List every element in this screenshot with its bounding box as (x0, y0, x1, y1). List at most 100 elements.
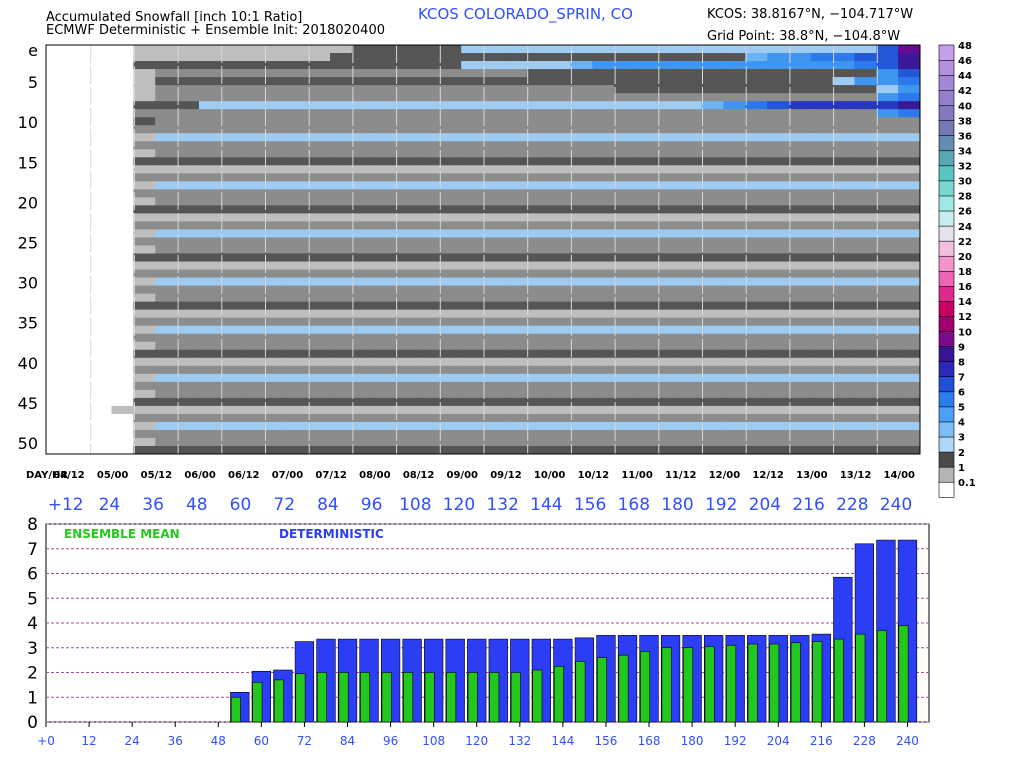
heatmap-cell (832, 61, 855, 70)
heatmap-cell (242, 349, 265, 359)
heatmap-cell (788, 141, 812, 150)
heatmap-cell (330, 133, 353, 142)
heatmap-cell (504, 245, 528, 255)
heatmap-cell (286, 205, 309, 214)
heatmap-cell (526, 381, 550, 391)
heatmap-cell (308, 237, 331, 246)
heatmap-cell (788, 61, 812, 70)
heatmap-cell (373, 309, 397, 319)
heatmap-cell (461, 45, 484, 54)
heatmap-cell (286, 101, 309, 110)
heatmap-cell (111, 349, 134, 359)
heatmap-cell (679, 61, 702, 70)
heatmap-cell (657, 93, 681, 102)
heatmap-cell (548, 173, 571, 182)
heatmap-cell (330, 349, 353, 359)
heatmap-cell (723, 173, 746, 182)
heatmap-cell (417, 45, 440, 54)
heatmap-cell (395, 389, 418, 399)
heatmap-cell (395, 261, 418, 271)
heatmap-x-tick-label: 06/12 (228, 470, 260, 481)
heatmap-cell (701, 93, 724, 102)
heatmap-cell (767, 229, 790, 238)
heatmap-cell (570, 229, 593, 238)
colorbar-label: 30 (958, 177, 972, 188)
heatmap-cell (832, 445, 855, 455)
heatmap-cell (395, 309, 418, 319)
heatmap-cell (679, 189, 702, 198)
heatmap-cell (854, 77, 877, 86)
heatmap-cell (701, 69, 724, 78)
heatmap-cell (592, 165, 615, 174)
heatmap-cell (133, 285, 156, 295)
heatmap-cell (198, 61, 222, 70)
heatmap-cell (155, 133, 178, 142)
heatmap-cell (373, 221, 397, 230)
heatmap-cell (657, 389, 681, 399)
bar-y-tick-label: 3 (27, 639, 38, 659)
heatmap-cell (504, 61, 528, 70)
heatmap-cell (701, 437, 724, 447)
heatmap-cell (592, 93, 615, 102)
heatmap-cell (373, 85, 397, 94)
heatmap-cell (67, 77, 91, 86)
heatmap-cell (788, 389, 812, 399)
ensemble-mean-bar (596, 657, 607, 723)
heatmap-cell (46, 109, 69, 118)
heatmap-cell (111, 141, 134, 150)
heatmap-cell (308, 285, 331, 295)
heatmap-cell (854, 429, 877, 439)
heatmap-cell (439, 317, 462, 327)
heatmap-cell (177, 405, 200, 415)
heatmap-cell (220, 381, 244, 391)
heatmap-cell (767, 173, 790, 182)
heatmap-cell (526, 437, 550, 447)
bar-y-tick-label: 0 (27, 713, 38, 733)
colorbar-swatch (938, 44, 955, 61)
heatmap-cell (745, 389, 768, 399)
heatmap-cell (264, 173, 287, 182)
heatmap-cell (308, 165, 331, 174)
heatmap-cell (242, 237, 265, 246)
heatmap-cell (373, 357, 397, 367)
heatmap-cell (439, 189, 462, 198)
heatmap-cell (155, 333, 178, 343)
heatmap-cell (308, 269, 331, 279)
heatmap-cell (220, 237, 244, 246)
heatmap-cell (592, 229, 615, 238)
heatmap-cell (548, 133, 571, 142)
heatmap-cell (788, 205, 812, 214)
heatmap-cell (439, 429, 462, 439)
forecast-hour-label: 240 (880, 495, 912, 515)
heatmap-cell (111, 149, 134, 158)
heatmap-cell (745, 205, 768, 214)
heatmap-cell (46, 221, 69, 230)
heatmap-cell (395, 349, 418, 359)
heatmap-cell (854, 277, 877, 287)
heatmap-cell (133, 133, 156, 142)
heatmap-cell (286, 253, 309, 263)
heatmap-cell (745, 53, 768, 62)
heatmap-cell (417, 205, 440, 214)
heatmap-cell (330, 189, 353, 198)
heatmap-cell (657, 109, 681, 118)
heatmap-cell (548, 429, 571, 439)
heatmap-cell (198, 45, 222, 54)
heatmap-cell (351, 285, 375, 295)
heatmap-cell (286, 213, 309, 222)
heatmap-cell (461, 397, 484, 407)
heatmap-cell (876, 117, 899, 126)
heatmap-cell (264, 405, 287, 415)
chart-title-line1: Accumulated Snowfall [inch 10:1 Ratio] (46, 10, 303, 25)
heatmap-cell (133, 61, 156, 70)
heatmap-cell (745, 341, 768, 351)
heatmap-cell (395, 341, 418, 351)
heatmap-cell (832, 181, 855, 190)
heatmap-cell (898, 141, 921, 150)
heatmap-cell (417, 101, 440, 110)
heatmap-cell (876, 229, 899, 238)
forecast-hour-label: 192 (705, 495, 737, 515)
heatmap-cell (351, 253, 375, 263)
heatmap-cell (635, 53, 659, 62)
heatmap-cell (67, 85, 91, 94)
